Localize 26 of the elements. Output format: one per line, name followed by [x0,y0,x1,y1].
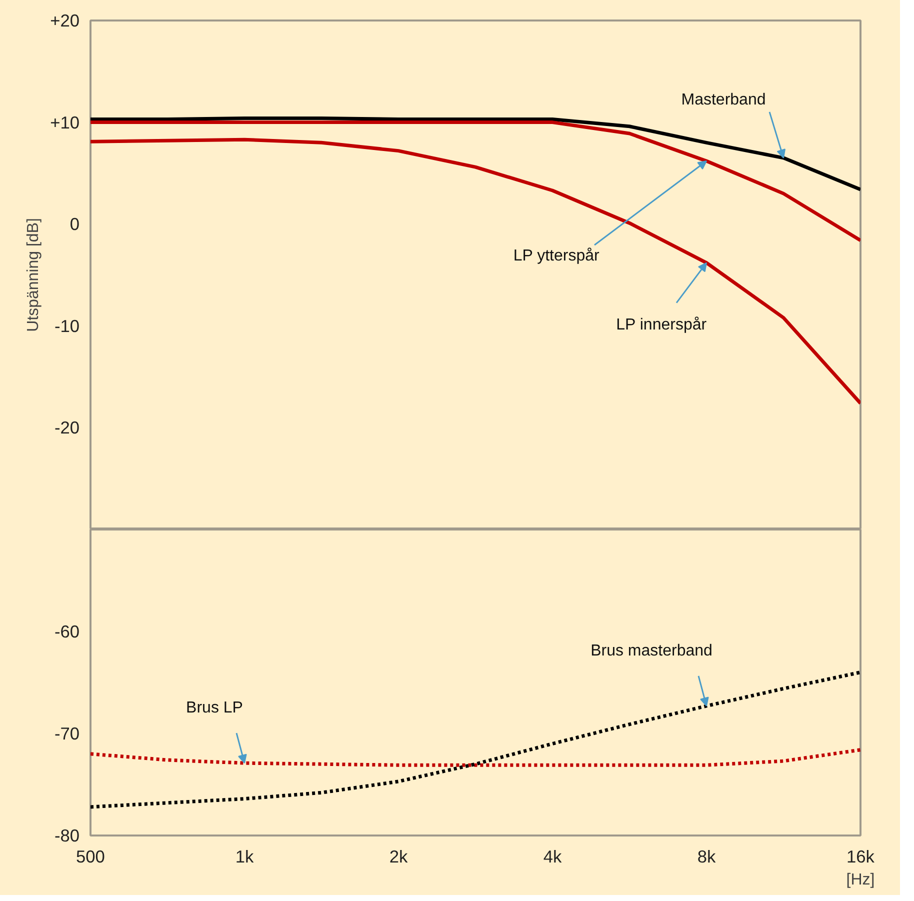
y-tick-label: 0 [70,214,80,234]
x-tick-label: 1k [235,846,254,866]
y-tick-label: +10 [50,112,80,132]
x-tick-label: 500 [76,846,105,866]
annotation: Brus masterband [590,642,712,660]
y-tick-label: -60 [54,622,80,642]
line-series [90,670,860,809]
y-tick-label: -10 [54,316,80,336]
y-tick-label: +20 [50,10,80,30]
x-axis-title: [Hz] [846,872,875,888]
y-axis-title: Utspänning [dB] [25,218,42,332]
x-tick-label: 4k [543,846,562,866]
y-tick-label: -70 [54,724,80,744]
y-tick-label: -20 [54,418,80,438]
line-series [90,138,860,406]
x-tick-label: 2k [389,846,408,866]
y-tick-label: -80 [54,826,80,846]
line-series [90,120,860,242]
annotation: LP innerspår [616,316,708,334]
annotation: Masterband [681,91,766,108]
annotation: Brus LP [186,700,243,717]
x-tick-label: 8k [697,846,716,866]
line-series [90,748,860,767]
line-series [90,116,860,192]
annotation: LP ytterspår [513,247,600,264]
x-tick-label: 16k [846,846,875,866]
